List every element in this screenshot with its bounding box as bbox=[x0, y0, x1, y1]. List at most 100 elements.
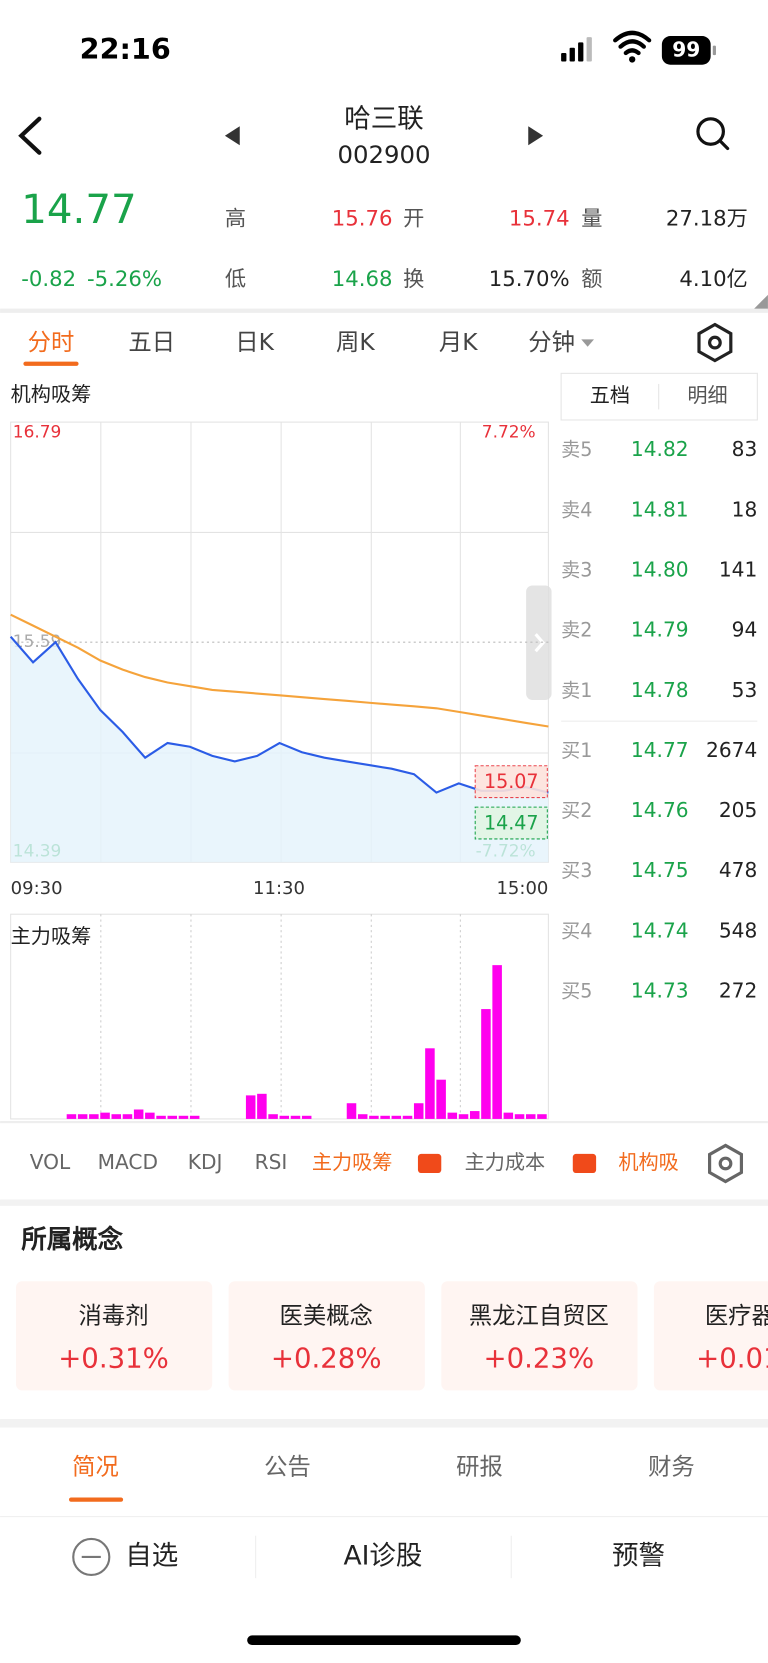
indicator-settings[interactable] bbox=[708, 1143, 744, 1184]
time-label: 15:00 bbox=[496, 878, 548, 899]
concept-card[interactable] bbox=[441, 1281, 638, 1391]
v-badge bbox=[417, 1153, 442, 1174]
bar bbox=[481, 1009, 491, 1119]
order-price: 14.77 bbox=[631, 738, 689, 762]
concept-card[interactable] bbox=[15, 1281, 213, 1391]
order-volume: 272 bbox=[719, 978, 757, 1002]
tag-low: 14.47 bbox=[484, 812, 539, 835]
bar bbox=[77, 1114, 88, 1119]
order-side: 卖4 bbox=[561, 498, 592, 521]
order-price: 14.74 bbox=[631, 918, 689, 942]
order-side: 卖5 bbox=[561, 438, 592, 461]
prev-stock[interactable] bbox=[224, 126, 240, 146]
order-side: 买3 bbox=[561, 859, 592, 882]
order-volume: 83 bbox=[732, 437, 758, 461]
settings-icon[interactable] bbox=[697, 322, 733, 363]
period-tab[interactable]: 分钟 bbox=[528, 328, 575, 356]
last-price: 14.77 bbox=[21, 186, 136, 233]
next-stock[interactable] bbox=[528, 126, 544, 146]
search-button[interactable] bbox=[696, 117, 730, 151]
bottom-tab[interactable]: 财务 bbox=[648, 1452, 695, 1480]
time-label: 11:30 bbox=[253, 878, 305, 899]
indicator-tab[interactable]: 主力成本 bbox=[465, 1150, 546, 1174]
bottom-tab[interactable]: 公告 bbox=[264, 1452, 311, 1480]
period-tab[interactable]: 日K bbox=[235, 328, 274, 356]
quote-label: 换 bbox=[403, 267, 424, 292]
indicator-tab[interactable]: MACD bbox=[98, 1150, 158, 1174]
separator bbox=[0, 308, 768, 313]
bar bbox=[100, 1112, 110, 1119]
indicator-tab[interactable]: 主力吸筹 bbox=[312, 1150, 393, 1174]
separator bbox=[0, 1121, 768, 1124]
order-volume: 205 bbox=[719, 798, 757, 822]
quote-label: 开 bbox=[403, 207, 424, 232]
bar bbox=[436, 1079, 446, 1119]
indicator-settings-center bbox=[718, 1156, 733, 1171]
price-area bbox=[10, 636, 549, 863]
battery-level: 99 bbox=[672, 37, 700, 61]
tag-box bbox=[474, 806, 548, 840]
bar bbox=[514, 1114, 525, 1119]
order-tab[interactable]: 明细 bbox=[687, 383, 727, 407]
bar bbox=[402, 1115, 413, 1119]
order-side: 卖2 bbox=[561, 619, 592, 642]
period-tab[interactable]: 月K bbox=[439, 328, 478, 356]
bar bbox=[145, 1112, 155, 1119]
order-side: 卖3 bbox=[561, 559, 592, 582]
order-price: 14.82 bbox=[631, 437, 689, 461]
bar bbox=[503, 1112, 514, 1119]
order-side: 买4 bbox=[561, 919, 592, 942]
order-price: 14.81 bbox=[631, 497, 689, 521]
action-button[interactable]: 预警 bbox=[612, 1540, 665, 1571]
quote-value: 4.10亿 bbox=[679, 267, 747, 292]
concept-card[interactable] bbox=[228, 1281, 425, 1391]
price-change: -0.82 bbox=[21, 267, 76, 292]
action-button[interactable]: 自选 bbox=[125, 1540, 178, 1571]
action-button[interactable]: AI诊股 bbox=[343, 1540, 422, 1571]
bottom-tab[interactable]: 简况 bbox=[72, 1452, 119, 1480]
drawer-handle[interactable] bbox=[526, 585, 552, 700]
order-tab[interactable]: 五档 bbox=[590, 383, 630, 407]
indicator-tab[interactable]: 机构吸 bbox=[618, 1150, 678, 1174]
order-volume: 548 bbox=[719, 918, 757, 942]
bar bbox=[413, 1103, 424, 1119]
order-volume: 478 bbox=[719, 858, 757, 882]
order-side: 买2 bbox=[561, 799, 592, 822]
order-price: 14.73 bbox=[631, 978, 689, 1002]
bar bbox=[178, 1115, 189, 1119]
concept-change: +0.01% bbox=[696, 1342, 768, 1375]
back-button[interactable] bbox=[18, 116, 42, 155]
v-badge bbox=[572, 1153, 597, 1174]
indicator-tab[interactable]: VOL bbox=[30, 1150, 71, 1174]
order-side: 卖1 bbox=[561, 679, 592, 702]
bar bbox=[357, 1114, 368, 1119]
bar bbox=[167, 1115, 178, 1119]
period-tab[interactable]: 五日 bbox=[128, 328, 175, 356]
concept-change: +0.31% bbox=[58, 1342, 169, 1375]
tag-box bbox=[474, 765, 548, 799]
bar bbox=[279, 1115, 290, 1119]
top-pct: 7.72% bbox=[482, 422, 536, 442]
bar bbox=[133, 1109, 144, 1119]
prev-close-label: 15.59 bbox=[13, 631, 62, 651]
bar bbox=[89, 1114, 99, 1119]
period-tab[interactable]: 周K bbox=[336, 328, 375, 356]
settings-icon-center bbox=[708, 335, 722, 350]
bottom-tab[interactable]: 研报 bbox=[456, 1452, 503, 1480]
bar bbox=[391, 1115, 402, 1119]
bar bbox=[290, 1115, 301, 1119]
status-icons bbox=[561, 30, 716, 65]
bar bbox=[469, 1111, 480, 1119]
time-label: 09:30 bbox=[11, 878, 63, 899]
quote-value: 15.70% bbox=[489, 267, 570, 292]
bar bbox=[156, 1115, 166, 1119]
bar bbox=[346, 1103, 357, 1119]
indicator-tab[interactable]: KDJ bbox=[188, 1150, 223, 1174]
period-tab[interactable]: 分时 bbox=[28, 328, 75, 356]
add-watchlist-icon[interactable] bbox=[72, 1537, 111, 1577]
concept-card[interactable] bbox=[653, 1281, 768, 1391]
bar bbox=[369, 1115, 379, 1119]
indicator-tab[interactable]: RSI bbox=[255, 1150, 288, 1174]
concept-name: 医美概念 bbox=[280, 1302, 373, 1330]
bar bbox=[245, 1095, 256, 1119]
